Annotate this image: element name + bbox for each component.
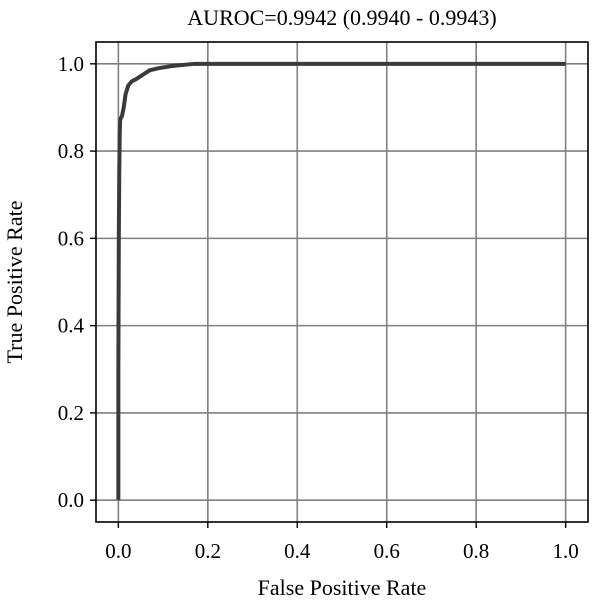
plot-frame <box>95 41 589 523</box>
y-tick-label: 0.4 <box>58 314 85 338</box>
x-tick-label: 0.4 <box>284 539 311 563</box>
x-tick-label: 0.8 <box>463 539 489 563</box>
x-axis-label: False Positive Rate <box>258 575 427 600</box>
y-tick-label: 1.0 <box>58 52 84 76</box>
y-tick-label: 0.2 <box>58 401 84 425</box>
x-tick-label: 0.0 <box>105 539 131 563</box>
x-tick-label: 1.0 <box>553 539 579 563</box>
y-tick-label: 0.8 <box>58 139 84 163</box>
series-layer <box>116 61 566 501</box>
x-tick-label: 0.6 <box>374 539 400 563</box>
roc-curve-line <box>116 61 566 501</box>
grid <box>96 42 588 522</box>
ticks: 0.0 0.2 0.4 0.6 0.8 1.0 0.0 0.2 0.4 0.6 0.8 1.0 <box>58 52 579 563</box>
y-tick-label: 0.0 <box>58 488 84 512</box>
y-tick-label: 0.6 <box>58 226 84 250</box>
x-tick-label: 0.2 <box>195 539 221 563</box>
y-axis-label: True Positive Rate <box>2 201 27 364</box>
chart-title: AUROC=0.9942 (0.9940 - 0.9943) <box>187 5 496 30</box>
